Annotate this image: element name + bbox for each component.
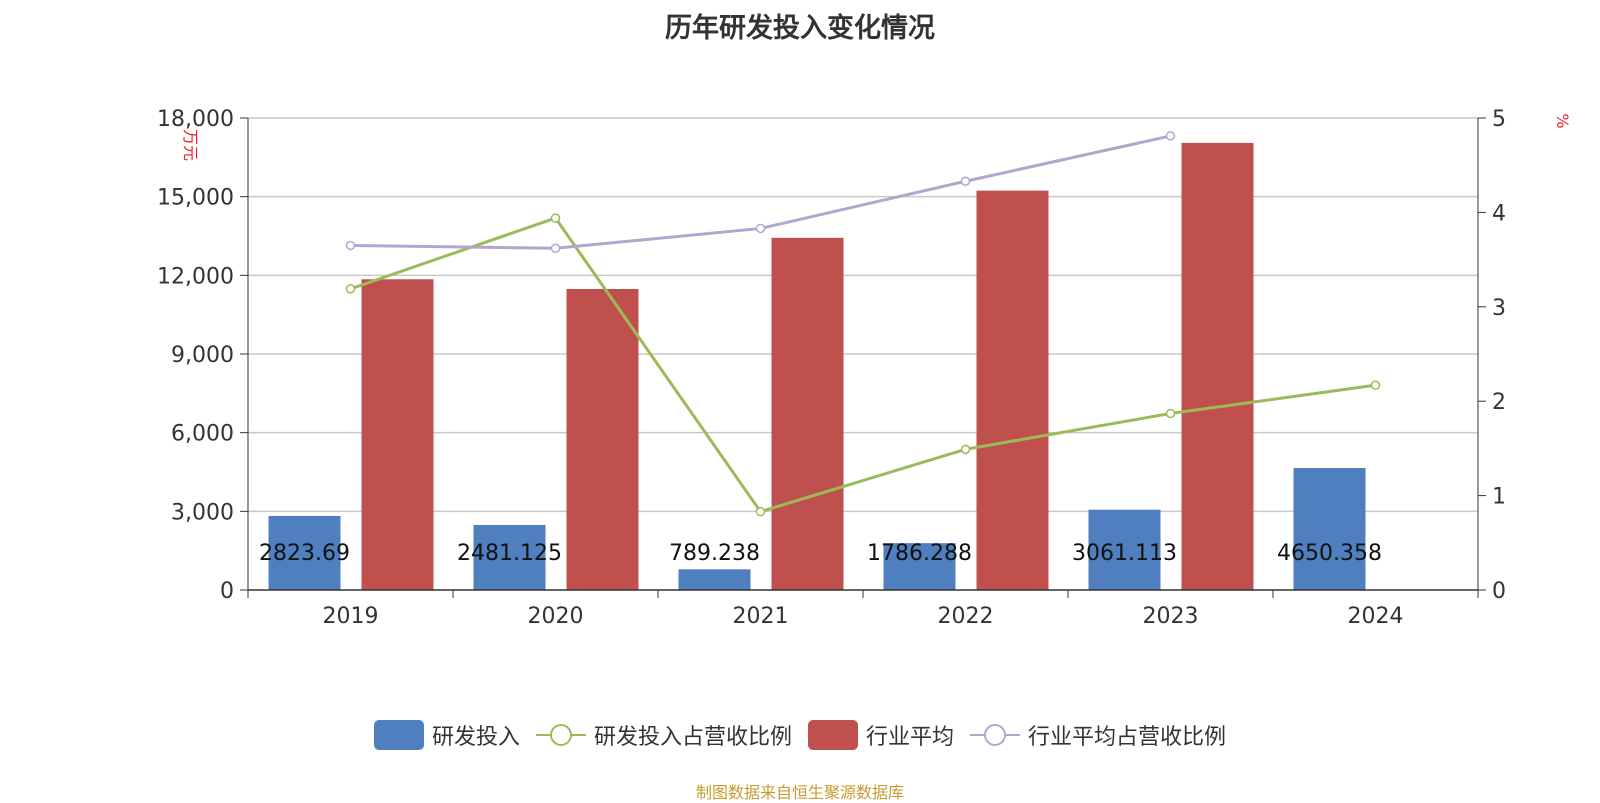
data-labels: 2823.69 2481.125 789.238 1786.288 3061.113 46… <box>259 541 1382 566</box>
bar-value-label: 1786.288 <box>867 541 972 566</box>
x-axis-tick-label: 2020 <box>528 604 584 629</box>
bar-rd-investment <box>883 543 956 590</box>
point-rd-ratio <box>550 213 561 223</box>
bar-rd-investment <box>1088 509 1161 590</box>
point-rd-ratio <box>345 284 356 294</box>
bar-value-label: 4650.358 <box>1277 541 1382 566</box>
left-axis-tick-label: 12,000 <box>157 264 234 289</box>
left-axis-tick-label: 18,000 <box>157 107 234 132</box>
right-axis-tick-label: 0 <box>1492 579 1506 604</box>
bar-value-label: 2823.69 <box>259 541 350 566</box>
bar-value-label: 789.238 <box>669 541 760 566</box>
left-axis-tick-label: 15,000 <box>157 186 234 211</box>
point-industry-ratio <box>960 176 971 186</box>
legend-item-industry-avg[interactable]: 行业平均 <box>808 719 954 751</box>
legend-label: 行业平均 <box>866 725 955 750</box>
legend: 研发投入 研发投入占营收比例 行业平均 行业平均占营收比例 <box>0 719 1600 751</box>
legend-item-industry-ratio[interactable]: 行业平均占营收比例 <box>970 719 1226 751</box>
right-axis-tick-label: 2 <box>1492 390 1506 415</box>
left-axis-tick-label: 6,000 <box>171 422 234 447</box>
legend-swatch-line-purple <box>970 724 1021 746</box>
axes: 0 3,000 6,000 9,000 12,000 15,000 18,000 0 1 2 3 4 5… <box>157 107 1506 629</box>
bar-industry-avg <box>361 279 434 590</box>
bar-rd-investment <box>473 524 546 590</box>
point-industry-ratio <box>550 243 561 254</box>
point-rd-ratio <box>1165 408 1176 419</box>
gridlines <box>248 117 1478 513</box>
source-note: 制图数据来自恒生聚源数据库 <box>695 783 904 802</box>
lines <box>345 131 1381 517</box>
x-axis-tick-label: 2024 <box>1348 604 1404 629</box>
legend-swatch-line-green <box>535 724 586 746</box>
x-axis-tick-label: 2022 <box>938 604 994 629</box>
point-rd-ratio <box>755 506 766 517</box>
legend-item-rd-ratio[interactable]: 研发投入占营收比例 <box>535 719 792 751</box>
bar-value-label: 2481.125 <box>457 541 562 566</box>
right-axis-tick-label: 1 <box>1492 485 1506 510</box>
left-axis-tick-label: 9,000 <box>171 343 234 368</box>
point-industry-ratio <box>1165 131 1176 141</box>
legend-label: 行业平均占营收比例 <box>1028 725 1227 750</box>
point-rd-ratio <box>960 444 971 455</box>
left-axis-unit: 万元 <box>181 129 200 161</box>
legend-item-rd-investment[interactable]: 研发投入 <box>373 719 520 751</box>
bar-rd-investment <box>1293 468 1366 590</box>
left-axis-tick-label: 0 <box>220 579 234 604</box>
right-axis-tick-label: 4 <box>1492 201 1506 226</box>
legend-label: 研发投入占营收比例 <box>593 725 792 750</box>
left-axis-tick-label: 3,000 <box>171 500 234 525</box>
line-rd-ratio <box>350 216 1376 514</box>
legend-label: 研发投入 <box>431 725 520 750</box>
bar-value-label: 3061.113 <box>1072 541 1177 566</box>
chart-title: 历年研发投入变化情况 <box>665 13 935 44</box>
bar-rd-investment <box>268 515 341 590</box>
x-axis-tick-label: 2021 <box>733 604 789 629</box>
bar-industry-avg <box>1181 142 1254 590</box>
bar-rd-investment <box>678 569 751 590</box>
bar-industry-avg <box>771 237 844 590</box>
right-axis-tick-label: 3 <box>1492 296 1506 321</box>
point-rd-ratio <box>1370 380 1381 390</box>
legend-swatch-bar-blue <box>373 720 424 750</box>
x-axis-tick-label: 2019 <box>323 604 379 629</box>
bar-industry-avg <box>566 288 639 590</box>
point-industry-ratio <box>345 240 356 251</box>
legend-swatch-bar-red <box>808 720 858 750</box>
bars <box>268 142 1366 590</box>
right-axis-unit: % <box>1553 113 1572 128</box>
bar-industry-avg <box>976 190 1049 590</box>
right-axis-tick-label: 5 <box>1492 107 1506 132</box>
point-industry-ratio <box>755 223 766 234</box>
x-axis-tick-label: 2023 <box>1143 604 1199 629</box>
